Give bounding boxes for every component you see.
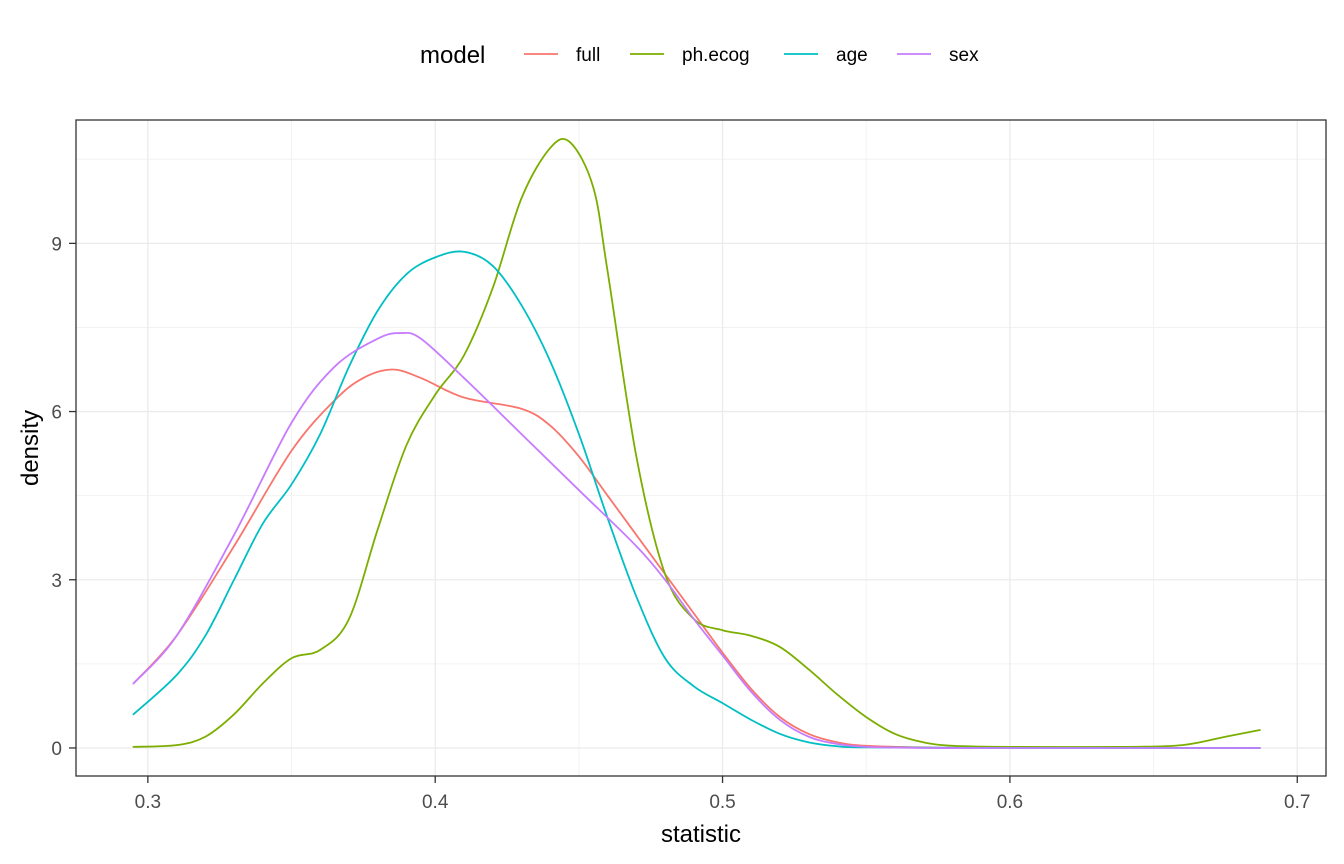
y-axis: 0 3 6 9 [51,234,76,760]
density-line-ph-ecog [132,137,1261,748]
legend-title: model [420,42,485,69]
plot-panel [76,120,1326,776]
y-tick-label: 0 [51,739,62,760]
x-tick-label: 0.6 [997,792,1023,813]
x-tick-label: 0.4 [422,792,449,813]
legend-label-sex: sex [949,45,979,66]
density-curves [132,137,1261,749]
minor-gridlines [76,120,1326,776]
legend-label-ph-ecog: ph.ecog [682,45,750,66]
density-line-full [132,368,1261,749]
legend-label-full: full [576,45,600,66]
y-tick-label: 3 [51,571,62,592]
plot-border [75,119,1327,777]
legend: model full ph.ecog age sex [420,42,979,69]
y-tick-label: 6 [51,403,62,424]
legend-label-age: age [836,45,868,66]
y-axis-title: density [17,410,44,486]
major-gridlines [76,120,1326,776]
x-tick-label: 0.3 [135,792,161,813]
x-tick-label: 0.7 [1284,792,1310,813]
x-axis: 0.3 0.4 0.5 0.6 0.7 [135,776,1310,813]
x-tick-label: 0.5 [709,792,735,813]
x-axis-title: statistic [661,821,741,848]
y-tick-label: 9 [51,234,62,255]
density-line-sex [132,331,1261,749]
density-line-age [132,250,1261,749]
